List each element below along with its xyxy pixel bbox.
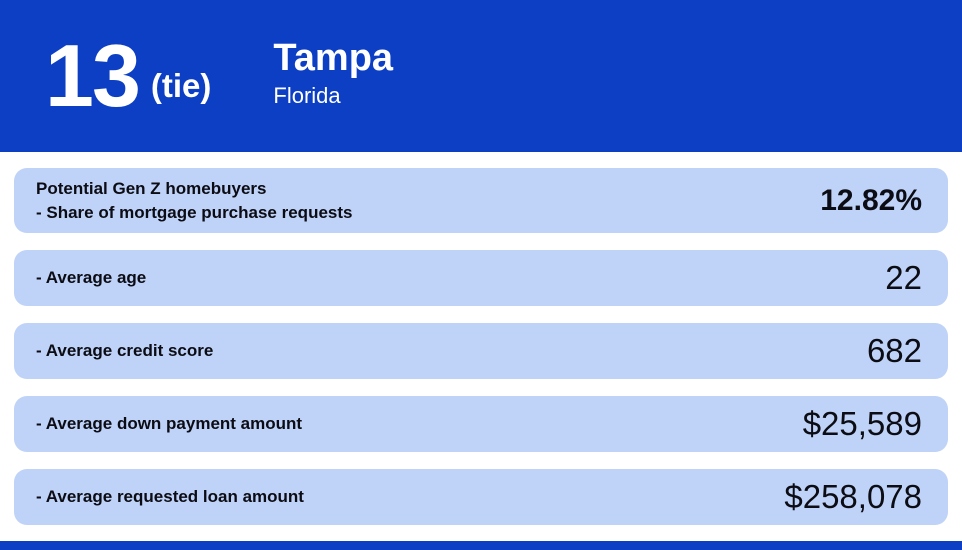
stat-label-line: - Average age <box>36 268 147 288</box>
stat-value: $258,078 <box>784 478 922 515</box>
city-block: Tampa Florida <box>273 37 393 110</box>
stat-label: - Average down payment amount <box>36 412 302 436</box>
stat-label-line: Potential Gen Z homebuyers <box>36 178 267 198</box>
stat-value: $25,589 <box>802 405 922 442</box>
stat-label: - Average credit score <box>36 339 213 363</box>
stat-row-average-down-payment: - Average down payment amount $25,589 <box>14 396 948 452</box>
tie-label: (tie) <box>150 67 212 104</box>
stat-label-line: - Average requested loan amount <box>36 487 304 507</box>
stat-row-average-credit-score: - Average credit score 682 <box>14 323 948 379</box>
stat-label: - Average requested loan amount <box>36 485 304 509</box>
stat-row-average-age: - Average age 22 <box>14 250 948 306</box>
rank-number: 13 <box>45 26 141 125</box>
rank-banner: 13 (tie) Tampa Florida <box>0 0 962 152</box>
stat-label-line: - Average down payment amount <box>36 414 303 434</box>
stat-label-line: - Average credit score <box>36 341 214 361</box>
stat-value: 682 <box>866 332 922 369</box>
stat-value: 22 <box>885 259 922 296</box>
bottom-accent-bar <box>0 541 962 550</box>
stat-label: - Average age <box>36 266 146 290</box>
stat-row-average-loan-amount: - Average requested loan amount $258,078 <box>14 469 948 525</box>
stat-row-share-of-requests: Potential Gen Z homebuyers - Share of mo… <box>14 168 948 233</box>
city-name: Tampa <box>273 36 394 79</box>
stat-value: 12.82% <box>820 183 922 217</box>
stats-list: Potential Gen Z homebuyers - Share of mo… <box>0 152 962 525</box>
stat-label: Potential Gen Z homebuyers - Share of mo… <box>36 177 352 225</box>
stat-label-line: - Share of mortgage purchase requests <box>36 202 353 222</box>
state-name: Florida <box>273 83 341 109</box>
rank-group: 13 (tie) <box>45 32 211 120</box>
